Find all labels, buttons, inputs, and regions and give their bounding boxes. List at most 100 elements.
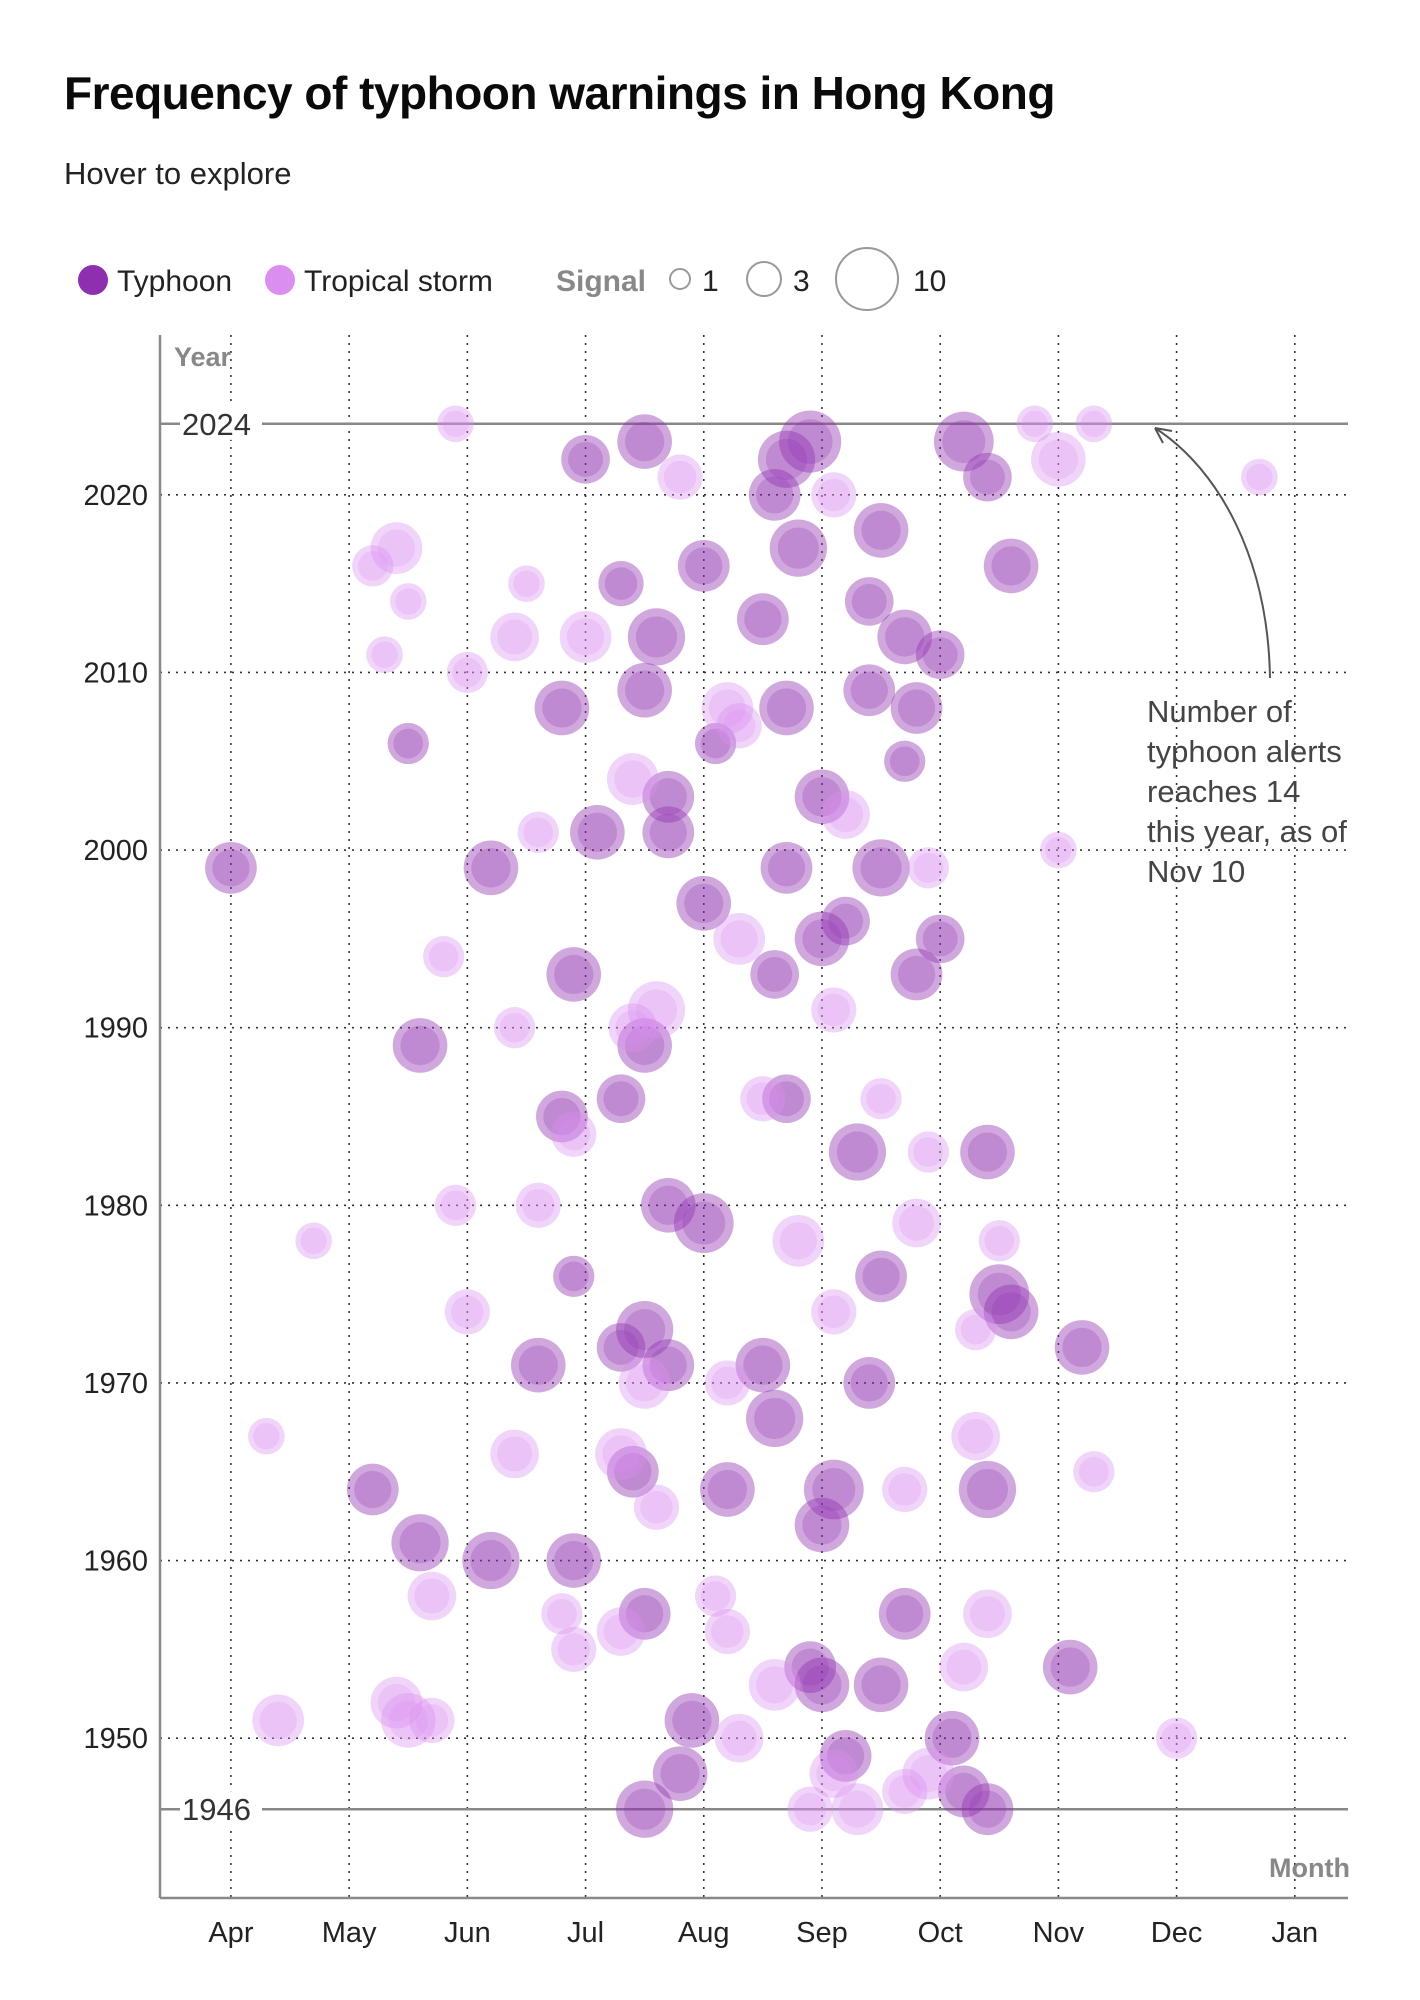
typhoon-bubble[interactable] (546, 1533, 602, 1588)
tropical-storm-bubble[interactable] (978, 1220, 1020, 1262)
typhoon-bubble[interactable] (794, 1497, 850, 1553)
tropical-storm-bubble[interactable] (892, 1198, 941, 1248)
tropical-storm-bubble[interactable] (704, 1360, 751, 1406)
typhoon-bubble[interactable] (694, 722, 737, 765)
tropical-storm-bubble[interactable] (352, 545, 394, 587)
tropical-storm-bubble[interactable] (860, 1078, 902, 1120)
tropical-storm-bubble[interactable] (517, 811, 559, 853)
typhoon-bubble[interactable] (890, 682, 943, 734)
typhoon-bubble[interactable] (617, 414, 672, 469)
tropical-storm-bubble[interactable] (951, 1411, 1000, 1461)
typhoon-bubble[interactable] (969, 1264, 1030, 1325)
typhoon-bubble[interactable] (844, 577, 894, 626)
tropical-storm-bubble[interactable] (907, 1131, 950, 1173)
tropical-storm-bubble[interactable] (389, 583, 427, 620)
typhoon-bubble[interactable] (759, 680, 814, 736)
tropical-storm-bubble[interactable] (608, 1003, 658, 1053)
tropical-storm-bubble[interactable] (370, 1676, 423, 1729)
typhoon-bubble[interactable] (878, 1587, 931, 1640)
typhoon-bubble[interactable] (640, 1177, 696, 1233)
tropical-storm-bubble[interactable] (434, 1184, 477, 1226)
tropical-storm-bubble[interactable] (882, 1768, 928, 1815)
typhoon-bubble[interactable] (346, 1463, 399, 1516)
typhoon-bubble[interactable] (757, 430, 816, 488)
typhoon-bubble[interactable] (877, 609, 933, 665)
typhoon-bubble[interactable] (960, 1124, 1015, 1180)
typhoon-bubble[interactable] (570, 805, 625, 860)
tropical-storm-bubble[interactable] (809, 1749, 859, 1798)
tropical-storm-bubble[interactable] (595, 1428, 647, 1480)
tropical-storm-bubble[interactable] (714, 1713, 764, 1763)
tropical-storm-bubble[interactable] (716, 703, 762, 749)
typhoon-bubble[interactable] (642, 770, 695, 823)
tropical-storm-bubble[interactable] (713, 913, 766, 965)
typhoon-bubble[interactable] (794, 911, 850, 967)
tropical-storm-bubble[interactable] (541, 1593, 583, 1635)
typhoon-bubble[interactable] (735, 1337, 791, 1393)
tropical-storm-bubble[interactable] (633, 1484, 680, 1530)
tropical-storm-bubble[interactable] (1031, 432, 1086, 487)
typhoon-bubble[interactable] (853, 503, 909, 558)
tropical-storm-bubble[interactable] (606, 753, 659, 805)
tropical-storm-bubble[interactable] (1241, 458, 1278, 496)
tropical-storm-bubble[interactable] (882, 1466, 928, 1513)
tropical-storm-bubble[interactable] (701, 682, 754, 734)
typhoon-bubble[interactable] (534, 680, 590, 736)
tropical-storm-bubble[interactable] (366, 636, 403, 674)
typhoon-bubble[interactable] (961, 1783, 1014, 1836)
typhoon-bubble[interactable] (843, 664, 896, 717)
typhoon-bubble[interactable] (463, 840, 519, 896)
tropical-storm-bubble[interactable] (551, 1111, 597, 1157)
tropical-storm-bubble[interactable] (1073, 1451, 1115, 1493)
tropical-storm-bubble[interactable] (787, 1786, 833, 1832)
typhoon-bubble[interactable] (617, 1018, 672, 1073)
tropical-storm-bubble[interactable] (515, 1182, 561, 1228)
tropical-storm-bubble[interactable] (380, 1693, 436, 1748)
tropical-storm-bubble[interactable] (939, 1642, 989, 1692)
tropical-storm-bubble[interactable] (295, 1222, 332, 1260)
typhoon-bubble[interactable] (784, 1641, 837, 1693)
typhoon-bubble[interactable] (700, 1462, 755, 1517)
typhoon-bubble[interactable] (821, 896, 870, 946)
tropical-storm-bubble[interactable] (248, 1417, 285, 1455)
typhoon-bubble[interactable] (828, 1123, 887, 1181)
tropical-storm-bubble[interactable] (252, 1694, 305, 1747)
typhoon-bubble[interactable] (616, 1780, 674, 1838)
typhoon-bubble[interactable] (652, 1746, 708, 1801)
typhoon-bubble[interactable] (853, 1657, 909, 1713)
typhoon-bubble[interactable] (963, 452, 1012, 502)
typhoon-bubble[interactable] (536, 1090, 588, 1143)
typhoon-bubble[interactable] (937, 1765, 990, 1818)
typhoon-bubble[interactable] (673, 1193, 734, 1253)
tropical-storm-bubble[interactable] (811, 1289, 857, 1335)
typhoon-bubble[interactable] (561, 435, 610, 484)
tropical-storm-bubble[interactable] (490, 612, 539, 662)
tropical-storm-bubble[interactable] (423, 936, 465, 978)
typhoon-bubble[interactable] (855, 1250, 907, 1303)
tropical-storm-bubble[interactable] (508, 565, 545, 602)
typhoon-bubble[interactable] (642, 1339, 695, 1392)
typhoon-bubble[interactable] (958, 1460, 1017, 1519)
typhoon-bubble[interactable] (205, 841, 257, 894)
tropical-storm-bubble[interactable] (444, 1289, 490, 1335)
typhoon-bubble[interactable] (618, 1587, 671, 1640)
tropical-storm-bubble[interactable] (618, 1357, 671, 1409)
tropical-storm-bubble[interactable] (907, 847, 950, 889)
tropical-storm-bubble[interactable] (627, 981, 686, 1039)
typhoon-bubble[interactable] (746, 1389, 804, 1448)
tropical-storm-bubble[interactable] (437, 405, 474, 443)
typhoon-bubble[interactable] (553, 1255, 595, 1297)
tropical-storm-bubble[interactable] (694, 1575, 737, 1617)
typhoon-bubble[interactable] (387, 722, 429, 765)
typhoon-bubble[interactable] (762, 1074, 811, 1124)
typhoon-bubble[interactable] (546, 947, 602, 1002)
typhoon-bubble[interactable] (924, 1710, 980, 1766)
typhoon-bubble[interactable] (983, 1284, 1039, 1340)
typhoon-bubble[interactable] (794, 1657, 850, 1713)
typhoon-bubble[interactable] (736, 593, 789, 646)
tropical-storm-bubble[interactable] (370, 522, 423, 575)
typhoon-bubble[interactable] (819, 1730, 872, 1782)
tropical-storm-bubble[interactable] (490, 1429, 539, 1479)
typhoon-bubble[interactable] (843, 1357, 896, 1409)
